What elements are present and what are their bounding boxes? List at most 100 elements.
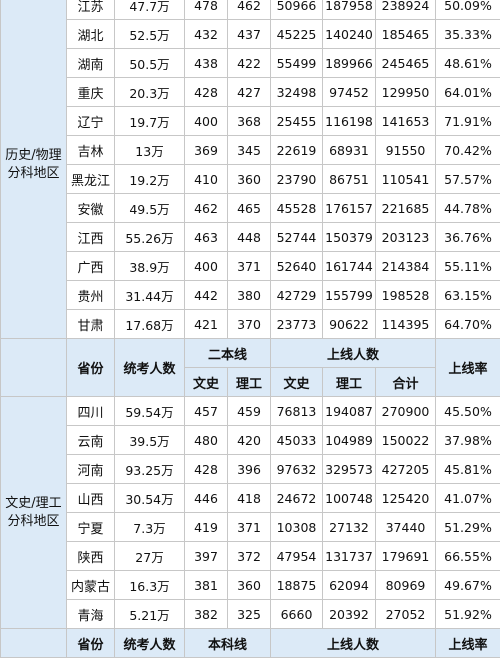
table-header-first-line: 省份 统考人数 本科线 上线人数 上线率 bbox=[0, 628, 500, 658]
line-li-cell: 371 bbox=[227, 512, 271, 542]
pass-rate-cell: 64.70% bbox=[435, 309, 500, 339]
line-li-cell: 368 bbox=[227, 106, 271, 136]
province-cell: 四川 bbox=[66, 396, 115, 426]
header-online-count: 上线人数 bbox=[270, 338, 436, 368]
online-li-cell: 20392 bbox=[322, 599, 376, 629]
footer-header-first-line: 本科线 bbox=[184, 628, 271, 658]
online-total-cell: 27052 bbox=[375, 599, 436, 629]
online-total-cell: 37440 bbox=[375, 512, 436, 542]
examinees-cell: 38.9万 bbox=[114, 251, 185, 281]
line-wen-cell: 397 bbox=[184, 541, 228, 571]
online-li-cell: 104989 bbox=[322, 425, 376, 455]
online-li-cell: 116198 bbox=[322, 106, 376, 136]
online-wen-cell: 6660 bbox=[270, 599, 323, 629]
online-wen-cell: 24672 bbox=[270, 483, 323, 513]
examinees-cell: 20.3万 bbox=[114, 77, 185, 107]
examinees-cell: 31.44万 bbox=[114, 280, 185, 310]
pass-rate-cell: 51.92% bbox=[435, 599, 500, 629]
line-li-cell: 422 bbox=[227, 48, 271, 78]
province-cell: 贵州 bbox=[66, 280, 115, 310]
examinees-cell: 17.68万 bbox=[114, 309, 185, 339]
online-total-cell: 214384 bbox=[375, 251, 436, 281]
line-li-cell: 427 bbox=[227, 77, 271, 107]
line-li-cell: 420 bbox=[227, 425, 271, 455]
table-row: 江西 55.26万 463 448 52744 150379 203123 36.76% bbox=[1, 222, 500, 252]
province-cell: 宁夏 bbox=[66, 512, 115, 542]
online-total-cell: 221685 bbox=[375, 193, 436, 223]
pass-rate-cell: 48.61% bbox=[435, 48, 500, 78]
examinees-cell: 39.5万 bbox=[114, 425, 185, 455]
table-row: 贵州 31.44万 442 380 42729 155799 198528 63.15% bbox=[1, 280, 500, 310]
online-li-cell: 176157 bbox=[322, 193, 376, 223]
line-li-cell: 465 bbox=[227, 193, 271, 223]
online-wen-cell: 18875 bbox=[270, 570, 323, 600]
table-row: 陕西 27万 397 372 47954 131737 179691 66.55% bbox=[1, 541, 500, 571]
online-li-cell: 90622 bbox=[322, 309, 376, 339]
online-li-cell: 140240 bbox=[322, 19, 376, 49]
line-wen-cell: 446 bbox=[184, 483, 228, 513]
examinees-cell: 16.3万 bbox=[114, 570, 185, 600]
province-cell: 青海 bbox=[66, 599, 115, 629]
online-wen-cell: 47954 bbox=[270, 541, 323, 571]
examinees-cell: 59.54万 bbox=[114, 396, 185, 426]
province-cell: 湖北 bbox=[66, 19, 115, 49]
online-wen-cell: 52640 bbox=[270, 251, 323, 281]
section-liberal-science: 文史/理工 分科地区 四川 59.54万 457 459 76813 194087 270900… bbox=[0, 396, 500, 629]
header-examinees: 统考人数 bbox=[114, 338, 185, 397]
line-wen-cell: 457 bbox=[184, 396, 228, 426]
online-total-cell: 427205 bbox=[375, 454, 436, 484]
examinees-cell: 50.5万 bbox=[114, 48, 185, 78]
online-wen-cell: 76813 bbox=[270, 396, 323, 426]
online-li-cell: 62094 bbox=[322, 570, 376, 600]
table-row: 辽宁 19.7万 400 368 25455 116198 141653 71.91% bbox=[1, 106, 500, 136]
line-li-cell: 345 bbox=[227, 135, 271, 165]
table-row: 山西 30.54万 446 418 24672 100748 125420 41.07% bbox=[1, 483, 500, 513]
pass-rate-cell: 41.07% bbox=[435, 483, 500, 513]
line-li-cell: 459 bbox=[227, 396, 271, 426]
pass-rate-cell: 51.29% bbox=[435, 512, 500, 542]
header-pass-rate: 上线率 bbox=[435, 338, 500, 397]
province-cell: 内蒙古 bbox=[66, 570, 115, 600]
online-total-cell: 141653 bbox=[375, 106, 436, 136]
line-wen-cell: 462 bbox=[184, 193, 228, 223]
group-label-liberal-science: 文史/理工 分科地区 bbox=[0, 396, 67, 629]
online-li-cell: 155799 bbox=[322, 280, 376, 310]
table-row: 文史/理工 分科地区 四川 59.54万 457 459 76813 194087 270900… bbox=[0, 396, 500, 629]
table-row: 内蒙古 16.3万 381 360 18875 62094 80969 49.67% bbox=[1, 570, 500, 600]
pass-rate-cell: 49.67% bbox=[435, 570, 500, 600]
table-row: 宁夏 7.3万 419 371 10308 27132 37440 51.29% bbox=[1, 512, 500, 542]
line-li-cell: 437 bbox=[227, 19, 271, 49]
online-wen-cell: 23773 bbox=[270, 309, 323, 339]
online-total-cell: 114395 bbox=[375, 309, 436, 339]
online-total-cell: 110541 bbox=[375, 164, 436, 194]
line-wen-cell: 400 bbox=[184, 251, 228, 281]
line-wen-cell: 442 bbox=[184, 280, 228, 310]
footer-header-blank-cell bbox=[0, 628, 67, 658]
online-total-cell: 80969 bbox=[375, 570, 436, 600]
line-li-cell: 372 bbox=[227, 541, 271, 571]
online-wen-cell: 10308 bbox=[270, 512, 323, 542]
examinees-cell: 7.3万 bbox=[114, 512, 185, 542]
pass-rate-cell: 70.42% bbox=[435, 135, 500, 165]
header-second-line: 二本线 bbox=[184, 338, 271, 368]
line-wen-cell: 419 bbox=[184, 512, 228, 542]
line-wen-cell: 382 bbox=[184, 599, 228, 629]
examinees-cell: 19.2万 bbox=[114, 164, 185, 194]
table-row: 重庆 20.3万 428 427 32498 97452 129950 64.01% bbox=[1, 77, 500, 107]
footer-header-examinees: 统考人数 bbox=[114, 628, 185, 658]
online-total-cell: 91550 bbox=[375, 135, 436, 165]
pass-rate-cell: 71.91% bbox=[435, 106, 500, 136]
line-li-cell: 418 bbox=[227, 483, 271, 513]
online-wen-cell: 23790 bbox=[270, 164, 323, 194]
line-wen-cell: 438 bbox=[184, 48, 228, 78]
examinees-cell: 55.26万 bbox=[114, 222, 185, 252]
pass-rate-cell: 44.78% bbox=[435, 193, 500, 223]
province-cell: 湖南 bbox=[66, 48, 115, 78]
province-cell: 吉林 bbox=[66, 135, 115, 165]
province-cell: 安徽 bbox=[66, 193, 115, 223]
province-cell: 黑龙江 bbox=[66, 164, 115, 194]
line-li-cell: 396 bbox=[227, 454, 271, 484]
table-row: 安徽 49.5万 462 465 45528 176157 221685 44.78% bbox=[1, 193, 500, 223]
header-online-li: 理工 bbox=[322, 367, 376, 397]
